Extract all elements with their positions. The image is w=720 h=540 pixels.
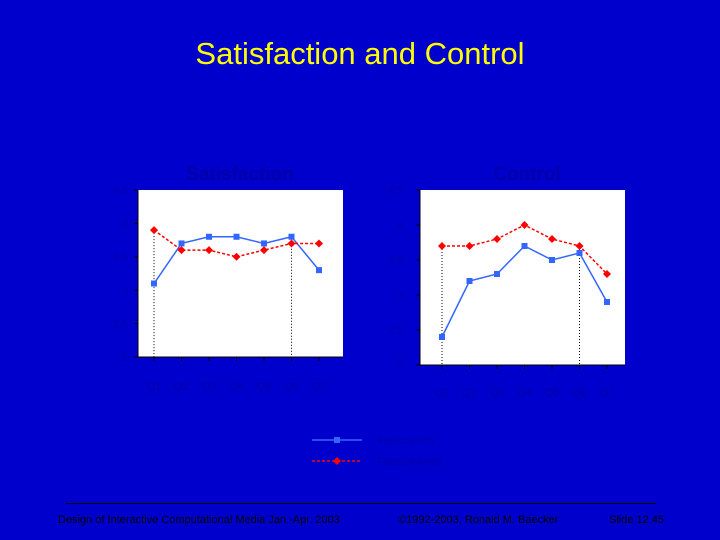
- control-feature-keen-point: [520, 221, 529, 229]
- satisfaction-feature-shy-point: [288, 233, 295, 240]
- control-y-tick-label: 3.5: [388, 255, 403, 267]
- satisfaction-feature-shy-point: [261, 240, 267, 247]
- satisfaction-feature-keen-point: [287, 239, 296, 248]
- charts-canvas: Satisfaction 4.5 4 3.5 3 2.5 2 Q1 Q2 Q3 Q4 Q5 Q6 Q7 Co…: [113, 164, 625, 468]
- control-x-tick-label: Q2: [462, 387, 477, 399]
- satisfaction-feature-keen-point: [232, 252, 241, 261]
- control-y-tick-label: 2: [397, 360, 403, 372]
- satisfaction-feature-keen-point: [177, 246, 186, 255]
- legend-marker-feature-shy: [334, 437, 340, 443]
- control-feature-shy-point: [439, 334, 445, 340]
- footer-course: Design of Interactive Computational Medi…: [58, 514, 340, 526]
- satisfaction-x-tick-label: Q1: [147, 381, 162, 393]
- satisfaction-feature-shy-point: [233, 233, 240, 240]
- control-x-tick-label: Q7: [600, 387, 615, 399]
- satisfaction-y-tick-label: 2.5: [113, 319, 128, 331]
- footer-slide-number: Slide 12.45: [609, 514, 665, 526]
- control-feature-shy-point: [576, 250, 583, 256]
- control-feature-shy-point: [494, 271, 500, 277]
- satisfaction-x-tick-label: Q4: [229, 381, 244, 393]
- satisfaction-feature-shy-point: [316, 267, 322, 274]
- legend-label-feature-shy: Feature-shy: [377, 435, 436, 447]
- control-x-tick-label: Q1: [435, 387, 450, 399]
- satisfaction-y-tick-label: 3.5: [113, 252, 128, 264]
- satisfaction-x-tick-label: Q2: [174, 381, 189, 393]
- satisfaction-feature-keen-point: [315, 239, 323, 248]
- satisfaction-feature-keen-point: [150, 226, 158, 235]
- control-plot-area: [420, 190, 625, 365]
- control-x-tick-label: Q5: [545, 387, 560, 399]
- satisfaction-chart-title: Satisfaction: [186, 164, 294, 185]
- control-y-tick-label: 3: [397, 290, 403, 302]
- control-feature-keen-point: [493, 235, 501, 243]
- satisfaction-y-tick-label: 3: [122, 285, 128, 297]
- control-x-tick-label: Q6: [572, 387, 587, 399]
- control-chart-title: Control: [493, 164, 561, 185]
- satisfaction-feature-keen-point: [205, 246, 213, 255]
- satisfaction-x-tick-label: Q3: [202, 381, 217, 393]
- satisfaction-y-tick-label: 4.5: [113, 185, 128, 197]
- control-feature-keen-point: [438, 242, 446, 250]
- satisfaction-plot-area: [138, 190, 343, 357]
- control-feature-keen-point: [548, 235, 556, 243]
- control-feature-keen-point: [575, 242, 584, 250]
- control-feature-shy-point: [466, 278, 473, 284]
- satisfaction-x-tick-label: Q6: [284, 381, 299, 393]
- legend-label-feature-keen: Feature-keen: [377, 456, 442, 468]
- slide-title: Satisfaction and Control: [195, 36, 525, 71]
- control-y-tick-label: 4: [397, 220, 403, 232]
- footer-divider: [66, 503, 656, 504]
- satisfaction-x-tick-label: Q5: [257, 381, 272, 393]
- control-feature-shy-point: [604, 299, 610, 305]
- control-x-tick-label: Q4: [517, 387, 532, 399]
- control-feature-keen-point: [603, 270, 611, 278]
- satisfaction-y-tick-label: 4: [122, 218, 128, 230]
- control-feature-shy-point: [549, 257, 555, 263]
- satisfaction-feature-shy-point: [151, 280, 157, 287]
- footer-copyright: ©1992-2003, Ronald M. Baecker: [398, 514, 559, 526]
- satisfaction-feature-shy-point: [178, 240, 185, 247]
- satisfaction-y-tick-label: 2: [122, 352, 128, 364]
- control-feature-shy-point: [521, 243, 528, 249]
- satisfaction-feature-keen-point: [260, 246, 268, 255]
- control-x-tick-label: Q3: [490, 387, 505, 399]
- satisfaction-x-tick-label: Q7: [312, 381, 327, 393]
- control-y-tick-label: 4.5: [388, 185, 403, 197]
- control-y-tick-label: 2.5: [388, 325, 403, 337]
- control-feature-keen-point: [465, 242, 474, 250]
- satisfaction-feature-shy-point: [206, 233, 212, 240]
- legend-marker-feature-keen: [333, 457, 341, 465]
